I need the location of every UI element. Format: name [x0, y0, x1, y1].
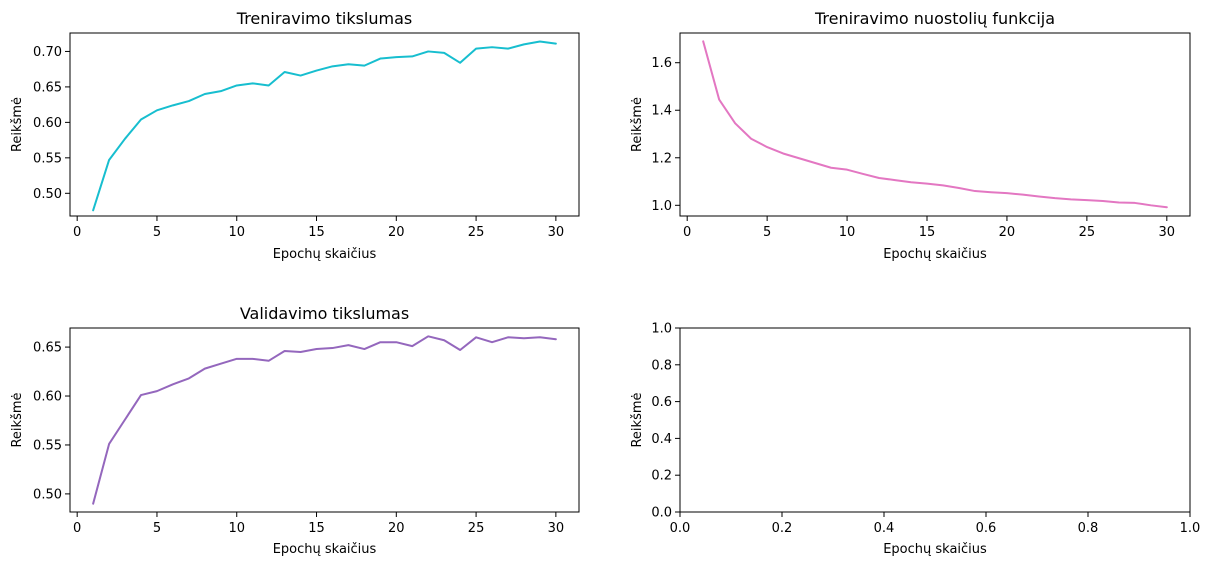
x-tick-label: 5 — [153, 225, 161, 240]
x-tick-label: 0.2 — [772, 521, 793, 536]
x-tick-label: 20 — [999, 225, 1016, 240]
chart-title: Validavimo tikslumas — [240, 304, 409, 323]
y-tick-label: 0.50 — [33, 487, 62, 502]
x-tick-label: 10 — [228, 225, 245, 240]
x-tick-label: 25 — [468, 521, 485, 536]
x-tick-label: 1.0 — [1180, 521, 1201, 536]
x-tick-label: 0.6 — [976, 521, 997, 536]
y-tick-label: 0.8 — [651, 358, 672, 373]
x-tick-label: 30 — [548, 521, 565, 536]
subplot-empty: 0.0 0.2 0.4 0.6 0.8 1.0 0.0 0.2 0.4 0.6 0.8 1.0 Ep… — [630, 322, 1200, 558]
x-tick-label: 30 — [548, 225, 565, 240]
y-axis-label: Reikšmė — [10, 97, 25, 152]
x-tick-label: 20 — [388, 225, 405, 240]
y-tick-label: 0.6 — [651, 395, 672, 410]
y-tick-label: 0.70 — [33, 45, 62, 60]
x-axis: 0 5 10 15 20 25 30 — [73, 216, 564, 240]
x-tick-label: 0.4 — [874, 521, 895, 536]
plot-frame — [679, 327, 1191, 513]
subplot-train-loss: Treniravimo nuostolių funkcija 0 5 10 15 20 2… — [630, 9, 1191, 262]
series-layer — [92, 335, 557, 505]
plot-frame — [69, 327, 580, 513]
series-line — [92, 40, 557, 212]
y-tick-label: 0.50 — [33, 187, 62, 202]
x-tick-label: 5 — [153, 521, 161, 536]
series-layer — [702, 40, 1168, 209]
y-tick-label: 1.6 — [651, 56, 672, 71]
x-tick-label: 0.0 — [670, 521, 691, 536]
subplot-validation-accuracy: Validavimo tikslumas 0 5 10 15 20 25 30 0.500.… — [10, 304, 580, 557]
x-axis: 0.0 0.2 0.4 0.6 0.8 1.0 — [670, 512, 1201, 536]
x-tick-label: 25 — [1079, 225, 1096, 240]
y-axis: 0.50 0.55 0.60 0.65 0.70 — [33, 45, 70, 202]
x-axis: 0 5 10 15 20 25 30 — [73, 512, 564, 536]
y-tick-label: 0.55 — [33, 438, 62, 453]
x-axis-label: Epochų skaičius — [883, 247, 987, 262]
x-tick-label: 5 — [763, 225, 771, 240]
series-line — [702, 40, 1168, 209]
x-tick-label: 10 — [228, 521, 245, 536]
series-line — [92, 335, 557, 505]
plot-frame — [679, 32, 1191, 217]
x-axis-label: Epochų skaičius — [883, 542, 987, 557]
y-tick-label: 0.65 — [33, 341, 62, 356]
y-tick-label: 0.4 — [651, 432, 672, 447]
x-tick-label: 0 — [73, 521, 81, 536]
plot-frame — [69, 32, 580, 217]
x-tick-label: 15 — [308, 521, 325, 536]
y-tick-label: 0.0 — [651, 506, 672, 521]
x-tick-label: 20 — [388, 521, 405, 536]
x-tick-label: 0 — [73, 225, 81, 240]
chart-title: Treniravimo tikslumas — [236, 9, 412, 28]
x-tick-label: 0 — [683, 225, 691, 240]
x-tick-label: 15 — [919, 225, 936, 240]
x-tick-label: 30 — [1159, 225, 1176, 240]
y-axis: 1.0 1.2 1.4 1.6 — [651, 56, 680, 214]
y-tick-label: 1.4 — [651, 104, 672, 119]
y-axis: 0.50 0.55 0.60 0.65 — [33, 341, 70, 502]
x-tick-label: 15 — [308, 225, 325, 240]
y-tick-label: 0.2 — [651, 469, 672, 484]
x-tick-label: 0.8 — [1078, 521, 1099, 536]
x-axis-label: Epochų skaičius — [273, 542, 377, 557]
y-tick-label: 0.60 — [33, 390, 62, 405]
y-tick-label: 1.0 — [651, 322, 672, 337]
y-tick-label: 0.65 — [33, 80, 62, 95]
series-layer — [92, 40, 557, 212]
x-axis-label: Epochų skaičius — [273, 247, 377, 262]
y-axis: 0.0 0.2 0.4 0.6 0.8 1.0 — [651, 322, 680, 521]
chart-title: Treniravimo nuostolių funkcija — [814, 9, 1055, 28]
x-tick-label: 25 — [468, 225, 485, 240]
y-axis-label: Reikšmė — [630, 392, 645, 447]
y-tick-label: 0.60 — [33, 116, 62, 131]
y-tick-label: 1.0 — [651, 199, 672, 214]
y-tick-label: 1.2 — [651, 151, 672, 166]
y-axis-label: Reikšmė — [10, 392, 25, 447]
subplot-train-accuracy: Treniravimo tikslumas 0 5 10 15 20 25 30 0.500… — [10, 9, 580, 262]
y-axis-label: Reikšmė — [630, 97, 645, 152]
y-tick-label: 0.55 — [33, 151, 62, 166]
x-tick-label: 10 — [839, 225, 856, 240]
x-axis: 0 5 10 15 20 25 30 — [683, 216, 1175, 240]
